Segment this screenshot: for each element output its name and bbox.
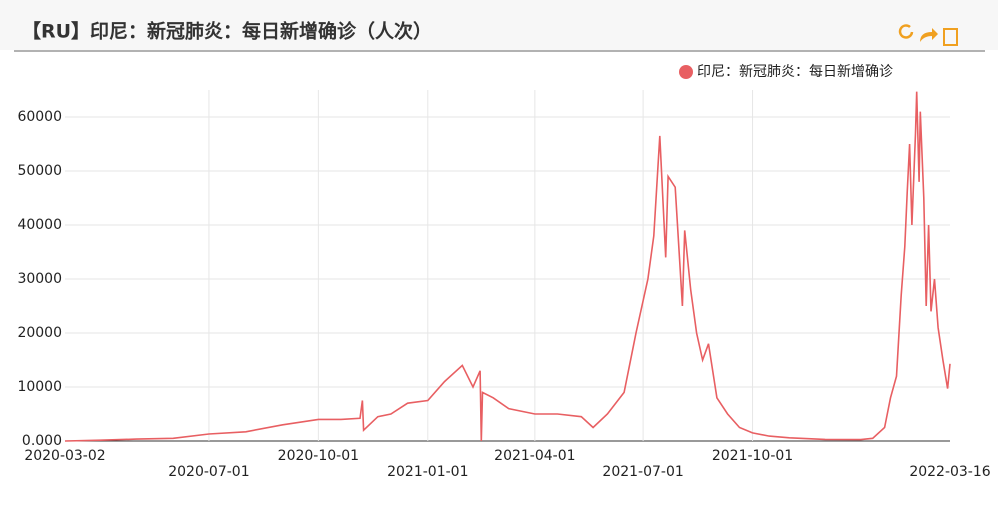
x-tick-label: 2021-10-01	[712, 448, 793, 464]
y-tick-label: 30000	[17, 271, 62, 287]
toolbar[interactable]	[898, 24, 958, 46]
save-icon[interactable]	[943, 28, 958, 46]
x-tick-label: 2020-07-01	[168, 464, 249, 480]
x-tick-label: 2021-07-01	[602, 464, 683, 480]
x-tick-label: 2022-03-16	[909, 464, 990, 480]
y-tick-label: 20000	[17, 325, 62, 341]
chart-title: 【RU】印尼：新冠肺炎：每日新增确诊（人次）	[22, 20, 432, 43]
legend-marker	[679, 65, 693, 79]
y-tick-label: 60000	[17, 109, 62, 125]
refresh-icon[interactable]	[898, 24, 914, 39]
y-tick-label: 10000	[17, 379, 62, 395]
legend-label: 印尼：新冠肺炎：每日新增确诊	[697, 64, 893, 80]
share-icon[interactable]	[920, 28, 938, 42]
x-tick-label: 2021-01-01	[387, 464, 468, 480]
data-line	[64, 91, 951, 442]
y-tick-label: 40000	[17, 217, 62, 233]
x-tick-label: 2020-03-02	[24, 448, 105, 464]
x-tick-label: 2021-04-01	[494, 448, 575, 464]
y-tick-label: 50000	[17, 163, 62, 179]
x-tick-label: 2020-10-01	[278, 448, 359, 464]
header-bar	[0, 0, 998, 50]
y-tick-label: 0.000	[22, 433, 62, 449]
